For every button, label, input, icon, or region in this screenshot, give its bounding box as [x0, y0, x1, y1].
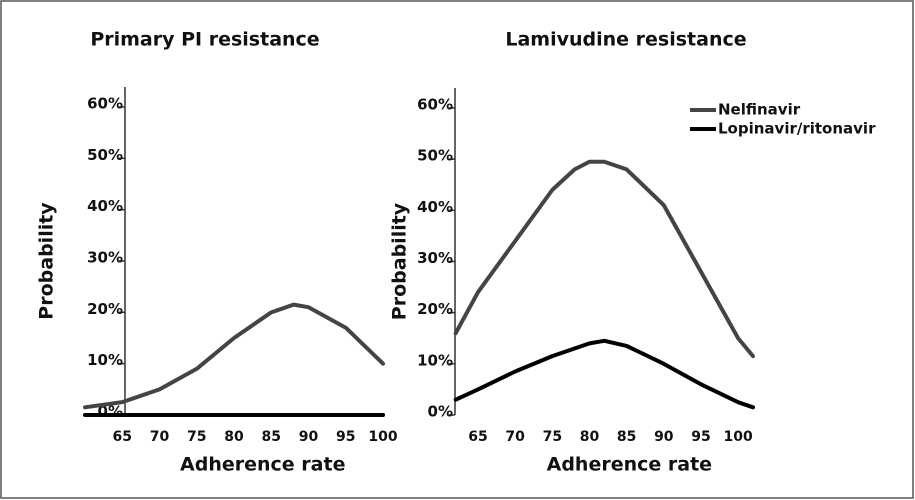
y-tick-label: 40%	[87, 197, 123, 215]
x-tick-label: 65	[468, 429, 487, 445]
y-tick-label: 40%	[417, 198, 453, 216]
y-tick-label: 10%	[417, 351, 453, 369]
x-tick-label: 70	[150, 429, 170, 445]
y-tick-label: 20%	[87, 300, 123, 318]
x-tick-label: 75	[543, 429, 562, 445]
x-tick-label: 70	[505, 429, 525, 445]
y-tick-label: 60%	[87, 95, 123, 113]
y-axis-label: Probability	[36, 202, 58, 320]
x-tick-label: 90	[299, 429, 319, 445]
x-axis-label: Adherence rate	[180, 454, 345, 476]
x-axis-label: Adherence rate	[547, 454, 712, 476]
chart-title: Lamivudine resistance	[505, 29, 746, 51]
y-tick-label: 0%	[428, 403, 453, 421]
y-tick-label: 50%	[417, 147, 453, 165]
y-tick-label: 10%	[87, 351, 123, 369]
x-tick-label: 75	[187, 429, 206, 445]
x-tick-label: 80	[224, 429, 244, 445]
y-tick-label: 50%	[87, 146, 123, 164]
y-tick-label: 30%	[87, 249, 123, 267]
x-tick-label: 95	[336, 429, 355, 445]
x-tick-label: 100	[724, 429, 753, 445]
x-tick-label: 80	[580, 429, 600, 445]
legend-label: Nelfinavir	[718, 101, 801, 119]
x-tick-label: 85	[262, 429, 281, 445]
x-tick-label: 90	[654, 429, 674, 445]
x-tick-label: 65	[113, 429, 132, 445]
x-tick-label: 100	[368, 429, 397, 445]
y-tick-label: 60%	[417, 96, 453, 114]
x-tick-label: 95	[691, 429, 710, 445]
y-tick-label: 30%	[417, 249, 453, 267]
series-line	[453, 159, 755, 359]
y-axis-label: Probability	[389, 202, 411, 320]
x-tick-label: 85	[617, 429, 636, 445]
legend-label: Lopinavir/ritonavir	[718, 120, 876, 138]
series-line	[453, 338, 755, 410]
y-tick-label: 20%	[417, 300, 453, 318]
series-line	[83, 302, 386, 410]
chart-title: Primary PI resistance	[90, 29, 319, 51]
